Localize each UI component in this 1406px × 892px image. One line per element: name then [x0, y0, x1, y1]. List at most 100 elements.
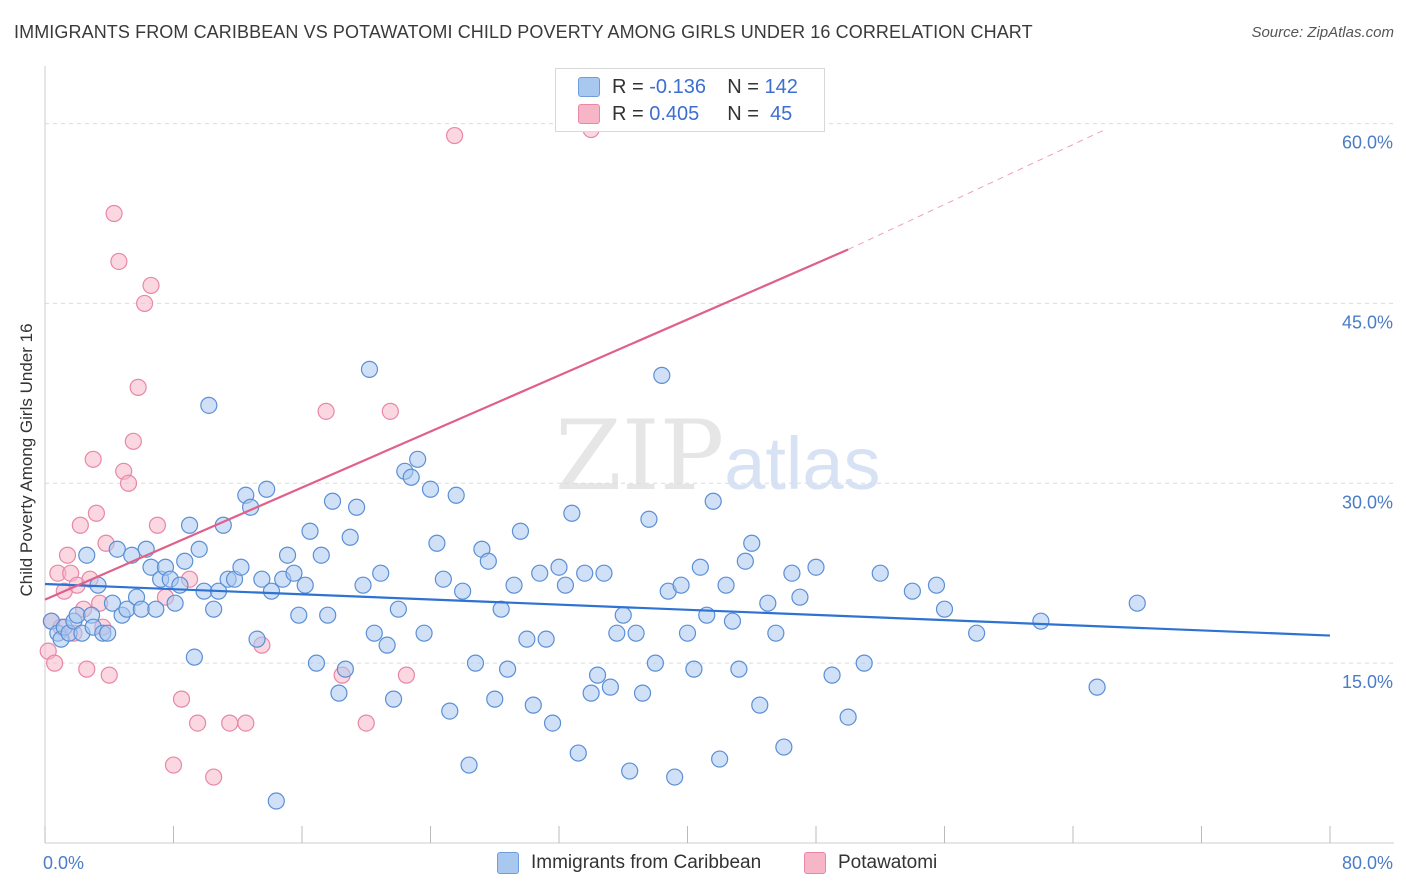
caribbean-point	[524, 696, 542, 714]
legend-r-label: R =	[612, 75, 644, 98]
caribbean-point	[103, 594, 122, 612]
caribbean-point	[543, 714, 562, 732]
series-legend: Immigrants from Caribbean Potawatomi	[0, 852, 1406, 878]
caribbean-point	[730, 660, 748, 678]
caribbean-point	[743, 534, 761, 552]
legend-r-value: -0.136	[649, 75, 706, 98]
caribbean-point	[569, 744, 587, 762]
caribbean-point	[285, 564, 303, 582]
potawatomi-point	[129, 378, 147, 396]
caribbean-point	[595, 564, 613, 582]
caribbean-point	[348, 498, 366, 516]
y-tick-label: 60.0%	[1342, 133, 1393, 153]
caribbean-point	[627, 624, 645, 642]
potawatomi-point	[188, 714, 207, 732]
y-tick-label: 45.0%	[1342, 312, 1393, 332]
y-axis-label: Child Poverty Among Girls Under 16	[17, 323, 36, 596]
caribbean-point	[434, 570, 452, 588]
legend-swatch-blue	[578, 77, 600, 97]
legend-n-value: 142	[764, 75, 798, 98]
caribbean-point	[180, 516, 199, 534]
potawatomi-point	[71, 516, 89, 534]
caribbean-point	[576, 564, 594, 582]
caribbean-point	[791, 588, 809, 606]
caribbean-point	[301, 522, 319, 540]
caribbean-point	[200, 396, 218, 414]
caribbean-point	[640, 510, 658, 528]
x-tick-label: 0.0%	[43, 853, 84, 873]
caribbean-point	[253, 570, 271, 588]
caribbean-point	[312, 546, 330, 564]
caribbean-point	[633, 684, 652, 702]
chart-title: IMMIGRANTS FROM CARIBBEAN VS POTAWATOMI …	[14, 22, 1033, 42]
caribbean-point	[108, 540, 126, 558]
caribbean-point	[871, 564, 889, 582]
legend-r-label: R =	[612, 102, 644, 125]
caribbean-point	[783, 564, 801, 582]
potawatomi-point	[78, 660, 96, 678]
caribbean-point	[839, 708, 857, 726]
caribbean-point	[646, 654, 664, 672]
legend-swatch-pink	[804, 852, 826, 874]
caribbean-point	[185, 648, 203, 666]
caribbean-point	[205, 600, 223, 618]
caribbean-point	[171, 576, 189, 594]
legend-label-caribbean: Immigrants from Caribbean	[531, 852, 762, 873]
caribbean-point	[147, 600, 165, 618]
pink-points	[39, 120, 600, 786]
potawatomi-point	[46, 654, 64, 672]
blue-points	[42, 360, 1146, 810]
caribbean-point	[384, 690, 403, 708]
potawatomi-point	[221, 714, 239, 732]
potawatomi-point	[172, 690, 191, 708]
caribbean-point	[759, 594, 777, 612]
caribbean-point	[360, 360, 379, 378]
legend-n-label: N =	[727, 75, 759, 98]
axes	[44, 66, 1394, 844]
caribbean-point	[378, 636, 396, 654]
legend-n-value: 45	[770, 102, 793, 125]
caribbean-point	[775, 738, 793, 756]
caribbean-point	[807, 558, 825, 576]
caribbean-point	[531, 564, 549, 582]
caribbean-point	[248, 630, 266, 648]
potawatomi-point	[381, 402, 399, 420]
caribbean-point	[621, 762, 639, 780]
caribbean-point	[935, 600, 954, 618]
caribbean-point	[428, 534, 446, 552]
caribbean-point	[262, 582, 281, 600]
potawatomi-point	[100, 666, 118, 684]
caribbean-point	[190, 540, 208, 558]
potawatomi-point	[148, 516, 167, 534]
legend-swatch-pink	[578, 104, 600, 124]
caribbean-point	[354, 576, 372, 594]
caribbean-point	[296, 576, 314, 594]
caribbean-point	[518, 630, 536, 648]
stats-legend: R = -0.136 N = 142 R = 0.405 N = 45	[555, 68, 825, 132]
caribbean-point	[601, 678, 620, 696]
caribbean-point	[278, 546, 297, 564]
caribbean-point	[823, 666, 841, 684]
potawatomi-point	[87, 504, 106, 522]
caribbean-point	[903, 582, 921, 600]
caribbean-point	[537, 630, 555, 648]
potawatomi-point	[357, 714, 375, 732]
caribbean-point	[166, 594, 184, 612]
potawatomi-trend-line	[44, 248, 849, 601]
watermark: ZIPatlas	[555, 400, 881, 512]
caribbean-point	[78, 546, 96, 564]
potawatomi-point	[135, 294, 154, 313]
watermark-zip: ZIP	[555, 400, 725, 512]
legend-r-value: 0.405	[649, 102, 700, 125]
caribbean-point	[505, 576, 523, 594]
potawatomi-point	[124, 432, 142, 450]
legend-item-potawatomi: Potawatomi	[804, 852, 937, 874]
caribbean-point	[678, 624, 697, 642]
potawatomi-point	[164, 756, 183, 774]
caribbean-point	[666, 768, 684, 786]
caribbean-point	[492, 600, 510, 618]
legend-label-potawatomi: Potawatomi	[838, 852, 938, 873]
caribbean-point	[258, 480, 276, 498]
caribbean-point	[563, 504, 581, 522]
